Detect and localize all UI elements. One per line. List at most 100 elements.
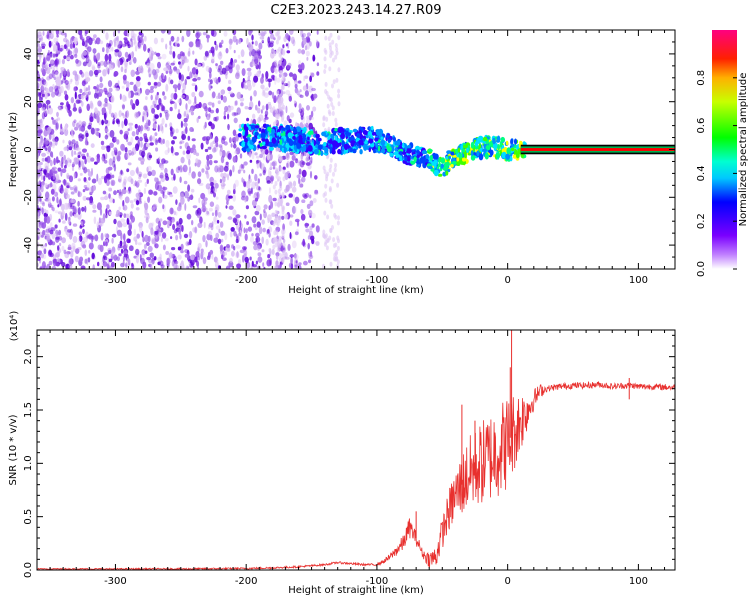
noise-speckle [48, 132, 52, 141]
noise-speckle [130, 38, 133, 42]
noise-stripe [327, 94, 331, 100]
noise-speckle [223, 110, 226, 116]
noise-speckle [278, 89, 284, 98]
snr-ylabel: SNR (10 * v/v) [8, 414, 19, 485]
noise-speckle [118, 206, 121, 211]
noise-speckle [267, 214, 272, 222]
noise-speckle [121, 103, 126, 109]
noise-speckle [243, 249, 248, 257]
ridge-point [241, 147, 247, 152]
noise-speckle [77, 207, 81, 215]
noise-speckle [251, 41, 254, 45]
noise-speckle [183, 129, 186, 136]
noise-speckle [301, 161, 306, 166]
noise-speckle [113, 254, 118, 261]
noise-speckle [214, 136, 219, 144]
noise-speckle [206, 173, 210, 177]
noise-speckle [40, 200, 45, 205]
noise-speckle [173, 66, 178, 73]
noise-speckle [154, 138, 158, 146]
noise-speckle [79, 256, 84, 262]
noise-speckle [138, 42, 142, 49]
noise-speckle [154, 103, 157, 108]
noise-speckle [187, 184, 191, 192]
ridge-point [457, 147, 461, 153]
noise-stripe [324, 233, 328, 239]
noise-speckle [175, 128, 179, 134]
noise-speckle [40, 265, 43, 269]
noise-speckle [117, 150, 121, 156]
ridge-point [262, 145, 267, 150]
noise-speckle [284, 213, 289, 220]
ridge-point [514, 149, 518, 154]
noise-speckle [123, 243, 128, 248]
noise-stripe [329, 163, 333, 169]
noise-speckle [228, 79, 232, 85]
noise-speckle [124, 111, 128, 118]
ridge-point [243, 123, 247, 131]
noise-speckle [143, 124, 148, 131]
noise-speckle [39, 197, 42, 202]
noise-stripe [275, 39, 279, 45]
noise-speckle [227, 152, 232, 160]
noise-speckle [79, 225, 83, 229]
spectrogram-data [37, 30, 675, 269]
snr-frame [36, 329, 676, 571]
noise-speckle [175, 166, 180, 173]
noise-speckle [87, 257, 91, 263]
noise-speckle [127, 176, 133, 183]
noise-speckle [157, 61, 161, 69]
noise-speckle [119, 129, 123, 135]
noise-speckle [48, 260, 53, 266]
noise-speckle [59, 160, 64, 167]
noise-stripe [335, 255, 339, 261]
noise-speckle [114, 136, 117, 142]
noise-speckle [127, 54, 132, 61]
noise-stripe [275, 220, 279, 226]
noise-speckle [153, 81, 158, 86]
noise-speckle [215, 63, 218, 67]
ridge-point [288, 139, 294, 146]
noise-speckle [103, 159, 108, 164]
ridge-point [294, 139, 297, 146]
noise-speckle [125, 110, 130, 118]
noise-speckle [225, 205, 228, 209]
noise-speckle [188, 41, 194, 48]
ridge-point [466, 147, 469, 154]
noise-speckle [205, 65, 210, 72]
noise-speckle [308, 122, 314, 131]
noise-speckle [231, 112, 237, 117]
noise-speckle [123, 176, 128, 183]
noise-stripe [325, 245, 329, 251]
ridge-point [334, 128, 339, 132]
noise-speckle [196, 40, 201, 47]
noise-speckle [256, 191, 260, 200]
noise-speckle [285, 105, 288, 114]
noise-speckle [151, 222, 155, 226]
noise-speckle [61, 210, 65, 216]
noise-speckle [188, 231, 193, 239]
noise-speckle [113, 163, 117, 172]
noise-speckle [292, 180, 297, 187]
ridge-point [378, 128, 384, 136]
noise-speckle [158, 156, 161, 162]
noise-speckle [249, 159, 253, 163]
noise-speckle [42, 52, 45, 59]
noise-speckle [90, 143, 95, 149]
noise-speckle [191, 138, 196, 142]
noise-speckle [50, 59, 55, 66]
noise-speckle [162, 138, 165, 144]
noise-speckle [210, 85, 213, 89]
noise-speckle [54, 53, 59, 57]
noise-speckle [81, 121, 87, 127]
noise-speckle [267, 101, 272, 106]
ridge-point [293, 144, 297, 151]
noise-speckle [219, 221, 224, 228]
noise-speckle [56, 232, 61, 235]
ridge-point [368, 138, 374, 144]
noise-speckle [51, 70, 55, 78]
noise-speckle [108, 211, 112, 216]
noise-speckle [37, 185, 41, 191]
ridge-point [386, 146, 392, 153]
noise-speckle [139, 126, 143, 134]
